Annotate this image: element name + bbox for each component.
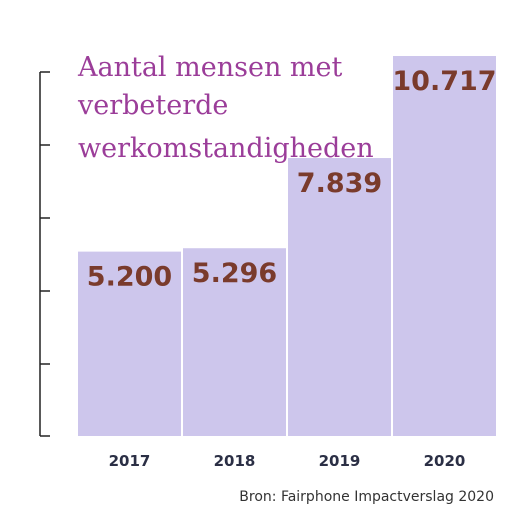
x-tick-label-2017: 2017 [109,452,151,470]
bar-2019 [288,158,391,436]
value-label-2019: 7.839 [297,168,382,199]
chart-title-line-2: verbeterde [77,90,228,121]
source-note: Bron: Fairphone Impactverslag 2020 [239,489,494,505]
value-label-2017: 5.200 [87,262,172,293]
bar-2017 [78,251,181,436]
bar-2020 [393,56,496,436]
x-tick-label-2018: 2018 [214,452,256,470]
value-label-2018: 5.296 [192,258,277,289]
x-tick-label-2020: 2020 [424,452,466,470]
y-axis [39,71,50,437]
bar-2018 [183,248,286,436]
chart-title-line-1: Aantal mensen met [77,52,343,83]
value-label-2020: 10.717 [392,66,496,97]
chart-title-line-3: werkomstandigheden [78,133,374,164]
x-tick-label-2019: 2019 [319,452,361,470]
